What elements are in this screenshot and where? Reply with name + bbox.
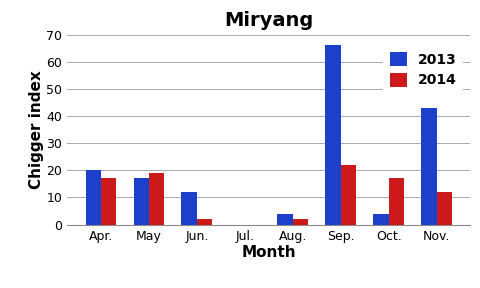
Bar [437,192,452,225]
Bar [341,165,356,225]
Bar [293,219,308,225]
Bar [149,173,164,225]
Bar [277,214,293,225]
Title: Miryang: Miryang [224,11,313,30]
Legend: 2013, 2014: 2013, 2014 [383,45,464,94]
Bar [181,192,197,225]
Bar [133,179,149,225]
Bar [373,214,389,225]
X-axis label: Month: Month [241,245,296,260]
Bar [389,179,404,225]
Bar [325,46,341,225]
Bar [197,219,212,225]
Bar [85,170,101,225]
Y-axis label: Chigger index: Chigger index [29,70,44,189]
Bar [421,108,437,225]
Bar [101,179,116,225]
